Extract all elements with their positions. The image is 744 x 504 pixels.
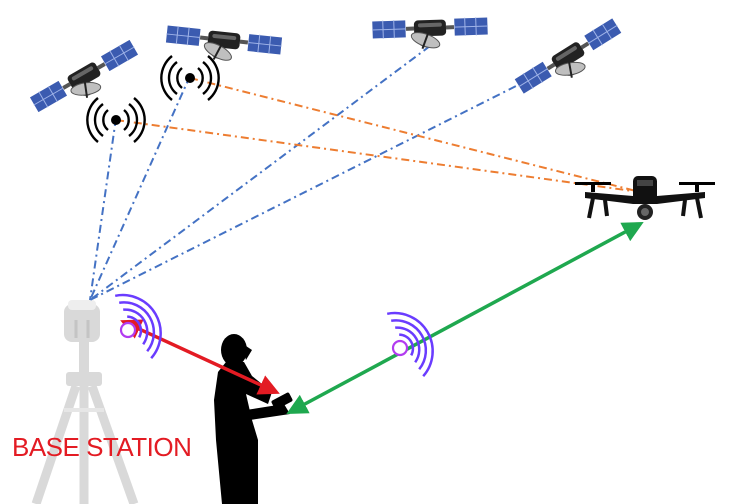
radio-waves-icon xyxy=(113,281,175,360)
radio-link-arrow xyxy=(120,319,280,395)
signal-waves-icon xyxy=(86,96,146,144)
operator-silhouette-icon xyxy=(214,334,293,504)
drone-icon xyxy=(575,176,715,220)
base-station-label: BASE STATION xyxy=(12,432,192,462)
drone-gnss-link xyxy=(115,119,641,193)
drone-gnss-links xyxy=(115,77,641,193)
drone-gnss-link xyxy=(189,77,641,193)
gnss-link xyxy=(89,117,117,301)
satellite-icon xyxy=(158,0,290,95)
gnss-link xyxy=(89,45,431,301)
gnss-link xyxy=(89,75,191,301)
satellite-icon xyxy=(505,15,631,97)
gnss-link xyxy=(89,69,549,301)
gnss-links xyxy=(89,45,549,301)
base-station-tripod-icon xyxy=(31,300,139,504)
signal-waves-icon xyxy=(160,54,220,102)
radio-waves-icon xyxy=(385,299,447,378)
satellite-icon xyxy=(365,0,495,77)
control-link-arrow xyxy=(286,222,644,414)
satellite-icon xyxy=(22,37,146,115)
